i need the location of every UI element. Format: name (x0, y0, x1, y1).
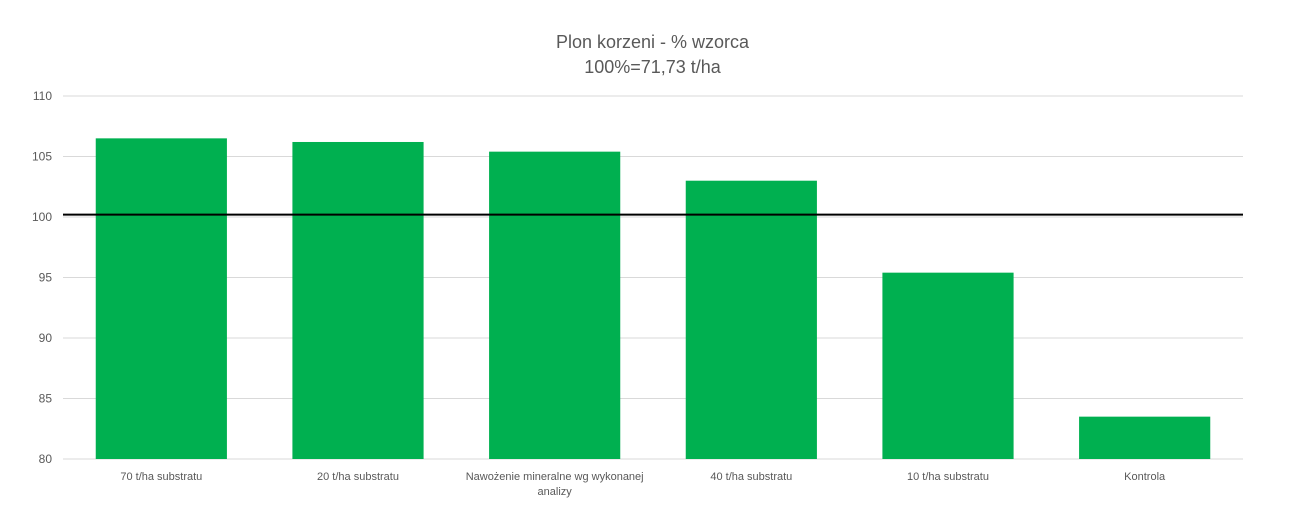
bars (95, 138, 1211, 460)
y-tick-label: 80 (39, 452, 53, 466)
y-tick-label: 95 (39, 271, 53, 285)
bar (292, 141, 424, 460)
bar (685, 180, 817, 459)
x-tick-label: Kontrola (1124, 471, 1166, 483)
x-tick-label-line: Kontrola (1124, 471, 1166, 483)
x-tick-label-line: analizy (538, 486, 573, 498)
y-tick-label: 100 (32, 210, 52, 224)
y-axis-ticks: 80 85 90 95 100 105 110 (32, 89, 52, 466)
x-tick-label-line: 40 t/ha substratu (710, 471, 792, 483)
bar (1079, 416, 1211, 459)
y-tick-label: 105 (32, 150, 52, 164)
x-tick-label-line: 20 t/ha substratu (317, 471, 399, 483)
bar (882, 272, 1014, 459)
y-tick-label: 85 (39, 392, 53, 406)
bar (95, 138, 227, 459)
gridlines (63, 95, 1243, 460)
x-tick-label-line: 70 t/ha substratu (120, 471, 202, 483)
chart-title: Plon korzeni - % wzorca (555, 32, 750, 52)
x-tick-label: 70 t/ha substratu (120, 471, 202, 483)
bar (489, 151, 621, 459)
x-axis-labels: 70 t/ha substratu 20 t/ha substratu Nawoże… (120, 471, 1166, 498)
x-tick-label: 20 t/ha substratu (317, 471, 399, 483)
y-tick-label: 110 (33, 89, 52, 103)
x-tick-label: Nawożenie mineralne wg wykonanej analizy (466, 471, 644, 498)
x-tick-label: 40 t/ha substratu (710, 471, 792, 483)
x-tick-label-line: 10 t/ha substratu (907, 471, 989, 483)
x-tick-label: 10 t/ha substratu (907, 471, 989, 483)
x-tick-label-line: Nawożenie mineralne wg wykonanej (466, 471, 644, 483)
y-tick-label: 90 (39, 331, 53, 345)
chart-subtitle: 100%=71,73 t/ha (584, 57, 721, 77)
